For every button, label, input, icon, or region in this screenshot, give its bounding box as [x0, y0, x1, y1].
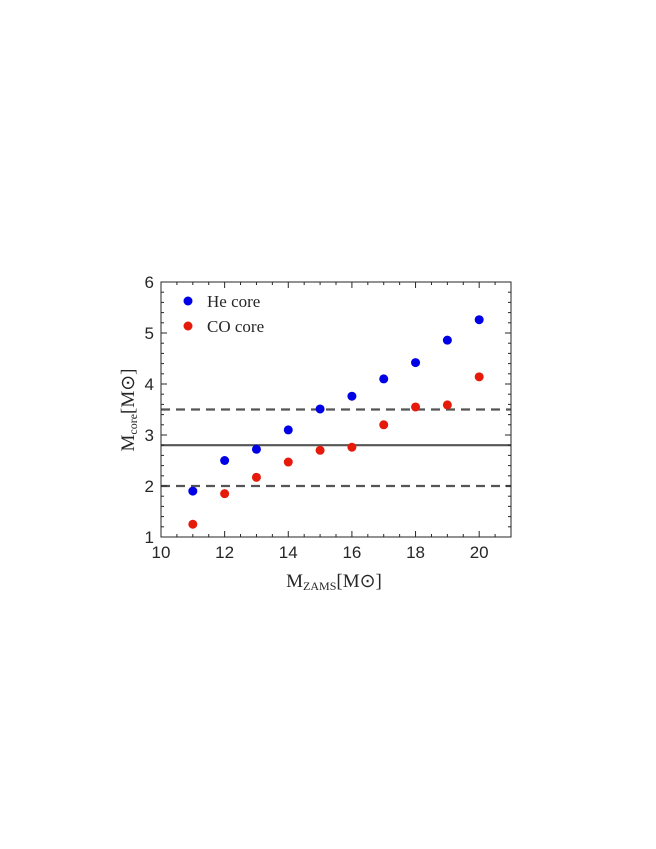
- legend-label-he-core: He core: [207, 292, 260, 311]
- he-core-point: [188, 486, 198, 496]
- he-core-point: [379, 374, 389, 384]
- legend-marker-he-core: [183, 296, 193, 306]
- legend-marker-co-core: [183, 321, 193, 331]
- y-tick-label: 4: [145, 375, 154, 394]
- he-core-point: [411, 358, 421, 368]
- he-core-point: [251, 444, 261, 454]
- y-tick-label: 6: [145, 273, 154, 292]
- he-core-point: [315, 404, 325, 414]
- y-tick-label: 3: [145, 426, 154, 445]
- co-core-point: [474, 372, 484, 382]
- x-tick-label: 20: [470, 543, 489, 562]
- y-tick-labels: 1 2 3 4 5 6: [145, 273, 154, 547]
- legend-label-co-core: CO core: [207, 317, 264, 336]
- x-tick-label: 12: [215, 543, 234, 562]
- x-tick-label: 10: [152, 543, 171, 562]
- he-core-point: [220, 456, 230, 465]
- y-tick-label: 5: [145, 324, 154, 343]
- co-core-point: [220, 489, 230, 499]
- he-core-point: [283, 425, 293, 435]
- x-tick-label: 16: [342, 543, 361, 562]
- he-core-point: [474, 315, 484, 325]
- y-axis-label: Mcore[M⊙]: [118, 368, 140, 451]
- he-core-point: [442, 335, 452, 345]
- co-core-point: [188, 519, 198, 529]
- co-core-point: [442, 400, 452, 410]
- co-core-point: [347, 442, 357, 452]
- x-tick-label: 14: [279, 543, 298, 562]
- x-tick-labels: 10 12 14 16 18 20: [152, 543, 489, 562]
- y-tick-label: 1: [145, 528, 154, 547]
- co-core-point: [315, 445, 325, 455]
- data-points: [188, 315, 484, 529]
- co-core-point: [411, 402, 421, 412]
- reference-lines: [161, 408, 511, 488]
- he-core-point: [347, 391, 357, 401]
- co-core-point: [251, 472, 261, 482]
- axis-ticks: [160, 281, 512, 538]
- x-axis-label: MZAMS[M⊙]: [286, 571, 382, 593]
- y-tick-label: 2: [145, 477, 154, 496]
- x-tick-label: 18: [406, 543, 425, 562]
- co-core-point: [283, 457, 293, 467]
- co-core-point: [379, 420, 389, 430]
- legend: He core CO core: [183, 292, 264, 336]
